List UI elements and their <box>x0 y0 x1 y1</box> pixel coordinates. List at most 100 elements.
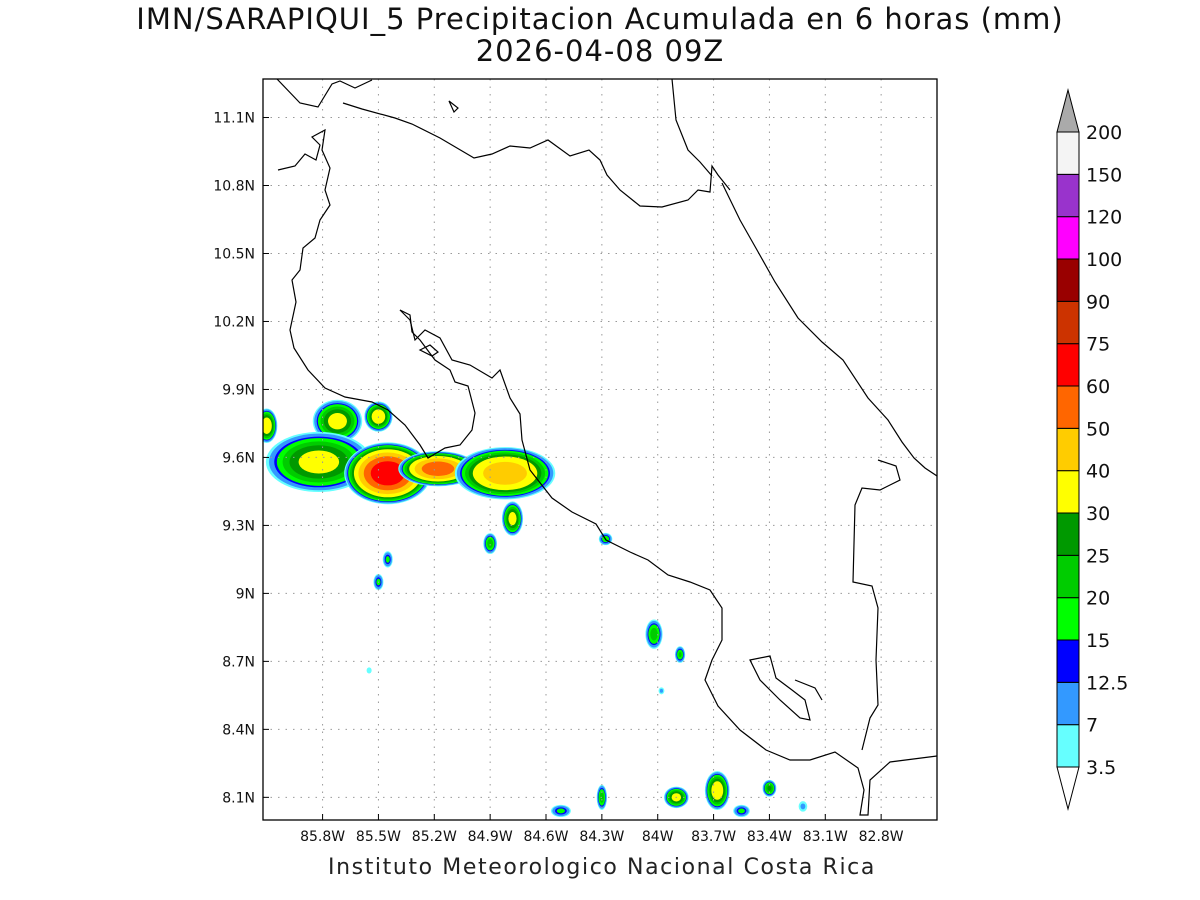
precip-cell <box>501 501 524 536</box>
colorbar-swatch <box>1056 639 1080 683</box>
lat-tick-label: 8.1N <box>222 790 255 806</box>
precip-contour <box>263 417 272 434</box>
precip-contour <box>800 803 806 810</box>
precip-cell <box>265 431 372 493</box>
colorbar-swatch <box>1056 597 1080 641</box>
colorbar-swatch <box>1056 216 1080 260</box>
precip-cell <box>645 619 663 649</box>
lat-tick-label: 10.5N <box>213 246 255 262</box>
colorbar-label: 7 <box>1086 715 1098 737</box>
precip-contour <box>659 688 664 693</box>
colorbar-swatch <box>1056 724 1080 768</box>
colorbar-label: 30 <box>1086 503 1110 525</box>
colorbar-swatch <box>1056 427 1080 472</box>
lat-tick-label: 9.6N <box>222 450 255 466</box>
latitude-tick-labels: 11.1N 10.8N 10.5N 10.2N 9.9N 9.6N 9.3N 9N 8.7N 8.… <box>213 111 255 807</box>
coastline-borders <box>276 79 937 816</box>
lon-tick-label: 85.2W <box>412 829 457 845</box>
colorbar-swatch <box>1056 300 1080 345</box>
lon-tick-label: 83.4W <box>747 829 792 845</box>
credit-footer: Instituto Meteorologico Nacional Costa R… <box>328 855 876 880</box>
precip-contour <box>483 461 527 485</box>
precip-cell <box>454 447 556 500</box>
precip-cell <box>674 646 686 663</box>
precip-contour <box>370 461 405 486</box>
precip-contour <box>711 781 724 800</box>
colorbar-swatch <box>1056 343 1080 387</box>
precip-cell <box>483 533 498 555</box>
colorbar-label: 12.5 <box>1086 672 1128 694</box>
colorbar-label: 120 <box>1086 207 1122 229</box>
colorbar-label: 25 <box>1086 545 1110 567</box>
precip-contour <box>738 808 745 814</box>
colorbar-swatch <box>1056 258 1080 302</box>
precipitation-field <box>263 399 808 818</box>
precip-contour <box>487 539 494 549</box>
lon-tick-label: 85.5W <box>356 829 401 845</box>
lat-tick-label: 8.4N <box>222 722 255 738</box>
precip-cell <box>733 804 750 818</box>
colorbar-label: 3.5 <box>1086 757 1116 779</box>
map-title: IMN/SARAPIQUI_5 Precipitacion Acumulada … <box>136 2 1064 36</box>
lat-tick-label: 11.1N <box>213 111 255 127</box>
colorbar-label: 40 <box>1086 461 1110 483</box>
precip-cell <box>658 687 665 695</box>
lat-tick-label: 10.8N <box>213 179 255 195</box>
colorbar-swatch <box>1056 512 1080 556</box>
colorbar-label: 75 <box>1086 334 1110 356</box>
colorbar-label: 100 <box>1086 249 1122 271</box>
lon-tick-label: 84.9W <box>468 829 513 845</box>
precip-cell <box>798 801 808 812</box>
precip-contour <box>366 667 372 674</box>
precip-contour <box>650 627 658 641</box>
colorbar-label: 50 <box>1086 418 1110 440</box>
lat-tick-label: 10.2N <box>213 314 255 330</box>
precip-contour <box>678 652 682 658</box>
lat-tick-label: 9N <box>236 586 255 602</box>
lon-tick-label: 82.8W <box>859 829 904 845</box>
lon-tick-label: 84W <box>642 829 674 845</box>
lon-tick-label: 84.6W <box>523 829 568 845</box>
colorbar-swatch <box>1056 385 1080 429</box>
map-datetime: 2026-04-08 09Z <box>475 34 725 68</box>
lat-lon-gridlines <box>263 79 937 820</box>
lon-tick-label: 83.7W <box>691 829 736 845</box>
lon-tick-label: 83.1W <box>803 829 848 845</box>
colorbar-swatch <box>1056 131 1080 175</box>
precip-cell <box>704 771 730 810</box>
colorbar-swatch <box>1056 173 1080 218</box>
precip-cell <box>263 408 278 443</box>
colorbar-label: 15 <box>1086 630 1110 652</box>
lon-tick-label: 84.3W <box>579 829 624 845</box>
precip-contour <box>508 512 517 526</box>
colorbar-label: 20 <box>1086 588 1110 610</box>
precip-cell <box>312 399 363 443</box>
precip-contour <box>767 785 772 791</box>
longitude-tick-labels: 85.8W 85.5W 85.2W 84.9W 84.6W 84.3W 84W 83.7W 83… <box>300 829 904 845</box>
colorbar-label: 200 <box>1086 122 1122 144</box>
lat-tick-label: 8.7N <box>222 654 255 670</box>
colorbar-label: 60 <box>1086 376 1110 398</box>
lon-tick-label: 85.8W <box>300 829 345 845</box>
colorbar: 3.5 7 12.5 15 20 25 30 40 50 60 75 90 100 120 150 200 <box>1056 88 1128 811</box>
colorbar-low-arrow <box>1056 766 1080 811</box>
lat-tick-label: 9.3N <box>222 518 255 534</box>
precip-cell <box>762 779 777 797</box>
precip-cell <box>382 551 393 568</box>
colorbar-swatch <box>1056 681 1080 726</box>
colorbar-swatch <box>1056 554 1080 599</box>
precip-contour <box>421 461 455 476</box>
precip-cell <box>366 667 372 674</box>
precip-contour <box>298 450 340 474</box>
colorbar-swatch <box>1056 470 1080 514</box>
precip-cell <box>550 804 571 818</box>
precip-contour <box>556 808 565 814</box>
plot-frame <box>262 78 938 821</box>
precip-contour <box>328 412 347 430</box>
lat-tick-label: 9.9N <box>222 382 255 398</box>
colorbar-label: 90 <box>1086 291 1110 313</box>
colorbar-label: 150 <box>1086 164 1122 186</box>
colorbar-high-arrow <box>1056 88 1080 133</box>
precip-contour <box>385 556 390 563</box>
